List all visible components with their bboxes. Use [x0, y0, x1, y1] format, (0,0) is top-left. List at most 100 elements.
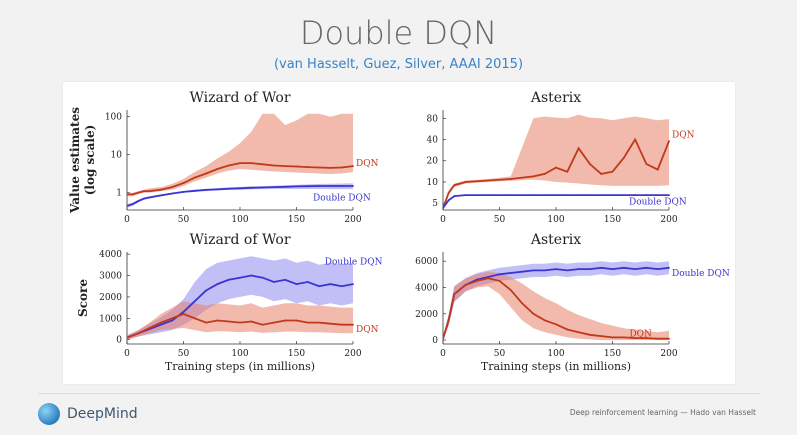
x-tick-label-2-2: 100 [231, 349, 248, 359]
y-axis-label-line2-0: (log scale) [83, 125, 97, 196]
data-point-0-0-12 [239, 162, 241, 165]
data-point-0-1-7 [182, 190, 185, 193]
x-tick-label-3-0: 0 [440, 349, 446, 359]
data-point-1-0-12 [600, 173, 603, 175]
data-point-0-1-22 [352, 185, 354, 187]
data-point-3-0-9 [532, 269, 535, 272]
data-point-3-0-20 [656, 268, 659, 270]
data-point-3-1-17 [622, 336, 625, 339]
data-point-2-1-8 [216, 319, 219, 322]
data-point-3-1-9 [532, 312, 535, 315]
data-point-0-0-5 [160, 188, 162, 191]
data-point-0-0-7 [182, 182, 185, 184]
footer-credit: Deep reinforcement learning — Hado van H… [569, 408, 756, 417]
data-point-0-1-20 [329, 185, 332, 187]
data-point-0-1-16 [284, 185, 287, 188]
data-point-2-1-9 [227, 320, 230, 323]
x-tick-label-1-2: 100 [547, 215, 564, 225]
data-point-2-1-6 [193, 317, 196, 320]
data-point-2-1-1 [137, 332, 140, 335]
data-point-1-0-9 [566, 170, 569, 173]
data-point-1-1-8 [555, 194, 557, 197]
data-point-1-0-1 [447, 191, 450, 194]
x-tick-label-0-1: 50 [178, 215, 190, 225]
data-point-0-1-13 [250, 186, 253, 189]
data-point-3-0-8 [521, 270, 523, 273]
data-point-3-1-3 [464, 283, 467, 286]
data-point-2-1-16 [306, 321, 309, 324]
x-tick-label-1-0: 0 [440, 215, 446, 225]
y-tick-label-2-2: 2000 [99, 293, 122, 303]
data-point-1-0-18 [668, 140, 670, 143]
figure-panel: Wizard of Wor 0 50 100 150 200 1 10 100 Value est… [63, 82, 735, 384]
data-point-0-1-3 [143, 197, 145, 200]
plot-area-1 [443, 114, 670, 210]
data-point-0-0-1 [131, 193, 134, 196]
x-axis-label-2: Training steps (in millions) [165, 360, 315, 373]
chart-title-1: Asterix [530, 90, 581, 106]
chart-title-2: Wizard of Wor [189, 232, 290, 248]
data-point-2-1-4 [171, 317, 174, 320]
y-tick-label-2-0: 0 [116, 336, 122, 346]
data-point-3-0-21 [668, 266, 670, 269]
x-axis-label-3: Training steps (in millions) [481, 360, 631, 373]
data-point-1-1-16 [645, 194, 648, 197]
data-point-0-1-2 [137, 200, 140, 203]
data-point-1-1-11 [589, 194, 591, 197]
data-point-1-0-11 [589, 163, 591, 165]
series-label-1-0: DQN [672, 131, 695, 141]
data-point-2-0-13 [273, 281, 275, 283]
data-point-1-0-5 [509, 178, 512, 180]
data-point-0-1-1 [131, 203, 134, 206]
data-point-2-0-18 [329, 283, 332, 285]
data-point-2-1-5 [182, 313, 185, 315]
data-point-1-1-6 [532, 194, 535, 197]
data-point-0-1-14 [261, 186, 264, 189]
data-point-0-0-3 [143, 190, 145, 193]
y-tick-label-2-3: 3000 [99, 272, 122, 282]
data-point-3-1-10 [543, 319, 546, 322]
data-point-2-0-7 [205, 289, 208, 292]
y-tick-label-1-4: 80 [427, 114, 439, 124]
data-point-3-0-19 [645, 266, 648, 269]
data-point-1-0-8 [555, 166, 557, 169]
data-point-2-1-13 [273, 321, 275, 324]
chart-title-0: Wizard of Wor [189, 90, 290, 106]
x-tick-label-1-1: 50 [494, 215, 506, 225]
x-tick-label-2-0: 0 [124, 349, 130, 359]
data-point-1-0-10 [577, 147, 580, 150]
data-point-2-1-14 [284, 319, 287, 322]
plot-area-2 [127, 256, 354, 340]
x-tick-label-3-2: 100 [547, 349, 564, 359]
data-point-3-1-2 [453, 293, 456, 295]
data-point-0-0-20 [329, 166, 332, 169]
data-point-2-0-12 [261, 276, 264, 279]
data-point-0-0-4 [148, 190, 151, 193]
chart-title-3: Asterix [530, 232, 581, 248]
y-tick-label-1-0: 5 [432, 199, 438, 209]
data-point-1-1-3 [464, 194, 467, 197]
data-point-1-0-6 [532, 175, 535, 178]
data-point-0-0-6 [171, 186, 174, 189]
data-point-1-1-10 [577, 194, 580, 197]
data-point-3-1-20 [656, 337, 659, 340]
data-point-0-0-22 [352, 165, 354, 168]
data-point-1-0-7 [543, 173, 546, 175]
data-point-1-1-4 [487, 194, 490, 197]
data-point-1-0-4 [487, 179, 490, 182]
data-point-3-1-12 [566, 328, 569, 331]
data-point-0-0-16 [284, 165, 287, 168]
series-label-1-1: Double DQN [629, 197, 687, 207]
data-point-0-1-17 [295, 185, 298, 188]
data-point-2-0-15 [295, 283, 298, 285]
data-point-3-0-5 [487, 276, 490, 278]
data-point-2-0-10 [239, 276, 241, 279]
data-point-3-0-13 [577, 268, 580, 270]
data-point-2-0-16 [306, 281, 309, 283]
data-point-1-1-9 [566, 194, 569, 197]
data-point-2-0-17 [318, 285, 320, 288]
data-point-0-0-9 [205, 172, 208, 175]
data-point-2-0-20 [352, 283, 354, 285]
data-point-0-0-19 [318, 166, 320, 169]
series-label-3-1: DQN [629, 329, 652, 339]
